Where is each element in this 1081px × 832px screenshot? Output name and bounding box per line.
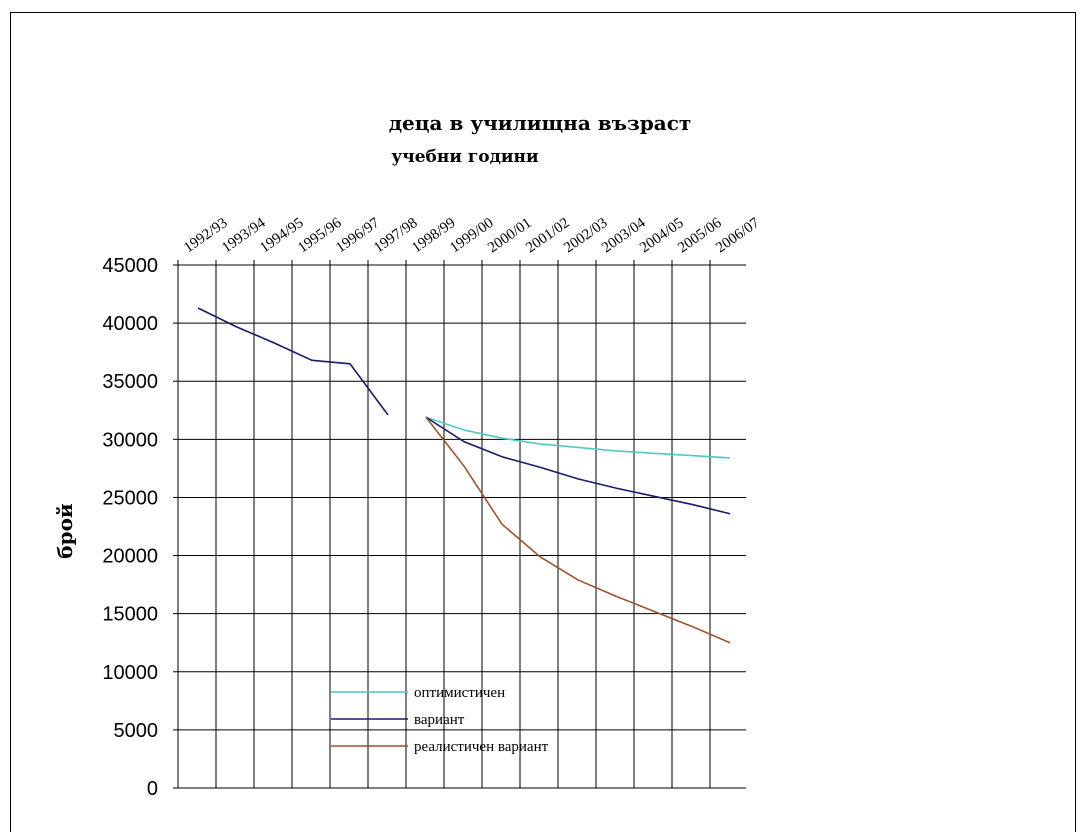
- y-tick-label: 0: [147, 778, 158, 800]
- axes: [173, 260, 746, 789]
- legend-optimistic-label: оптимистичен: [414, 685, 505, 701]
- y-tick-label: 5000: [114, 720, 159, 742]
- realistic-line: [425, 416, 731, 644]
- y-tick-label: 10000: [102, 662, 158, 684]
- chart-title: деца в училищна възраст: [389, 111, 692, 135]
- y-tick-labels: 0 5000 10000 15000 20000 25000 30000 35000 40000…: [102, 255, 158, 800]
- historical-line: [197, 307, 389, 416]
- y-axis-label: брой: [53, 503, 77, 559]
- legend-variant-label: вариант: [414, 712, 465, 728]
- chart-subtitle: учебни години: [391, 147, 539, 167]
- series-lines: [197, 307, 731, 644]
- y-tick-label: 30000: [102, 429, 158, 451]
- variant-line: [425, 416, 731, 515]
- legend: оптимистичен вариант реалистичен вариант: [331, 685, 549, 755]
- chart-frame: [10, 12, 1076, 832]
- x-category-label: 2006/07: [713, 215, 763, 257]
- y-tick-label: 45000: [102, 255, 158, 277]
- x-category-labels: 1992/931993/941994/951995/961996/971997/…: [181, 215, 763, 257]
- y-tick-label: 40000: [102, 313, 158, 335]
- optimistic-line: [425, 416, 731, 459]
- y-tick-label: 35000: [102, 371, 158, 393]
- grid: [177, 264, 746, 788]
- y-tick-label: 25000: [102, 487, 158, 509]
- y-tick-label: 15000: [102, 604, 158, 626]
- y-tick-label: 20000: [102, 546, 158, 568]
- legend-realistic-label: реалистичен вариант: [414, 739, 549, 755]
